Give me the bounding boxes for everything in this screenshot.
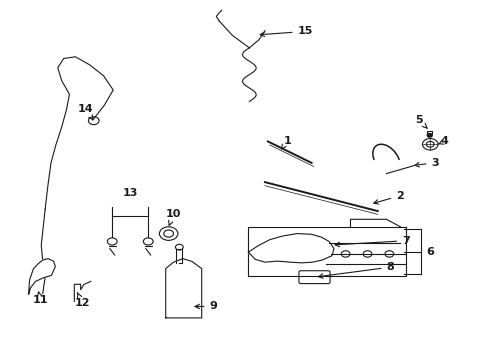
Polygon shape	[248, 234, 333, 263]
Text: 11: 11	[33, 292, 48, 305]
Text: 13: 13	[122, 188, 138, 198]
Text: 10: 10	[165, 209, 181, 225]
Text: 8: 8	[318, 262, 393, 278]
Text: 15: 15	[260, 26, 312, 37]
Text: 4: 4	[437, 136, 448, 147]
Polygon shape	[165, 258, 201, 318]
Text: 14: 14	[77, 104, 93, 120]
Text: 9: 9	[195, 301, 217, 311]
Circle shape	[427, 134, 431, 137]
Polygon shape	[29, 258, 55, 294]
Text: 2: 2	[373, 191, 403, 204]
Text: 7: 7	[334, 236, 409, 247]
Text: 1: 1	[281, 136, 290, 149]
Text: 3: 3	[414, 158, 438, 168]
Text: 12: 12	[74, 293, 90, 308]
Text: 6: 6	[426, 247, 433, 257]
Text: 5: 5	[414, 115, 427, 128]
